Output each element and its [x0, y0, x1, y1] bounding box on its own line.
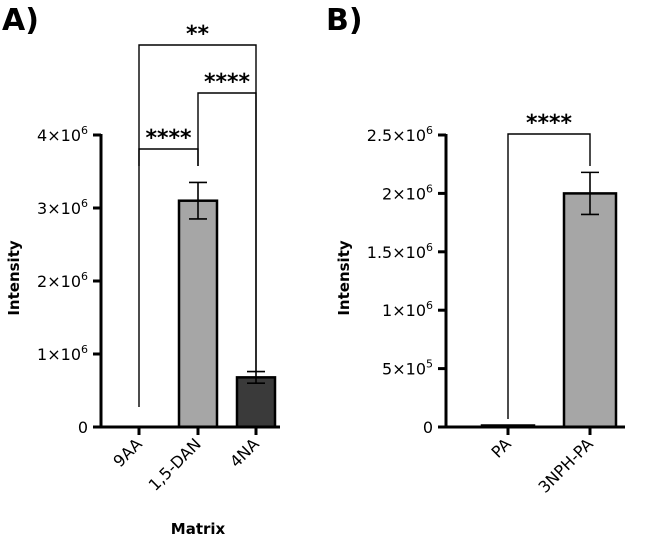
bar-1,5-DAN — [177, 199, 219, 429]
error-bar-1,5-DAN — [189, 181, 207, 220]
bracket-line — [138, 44, 257, 407]
significance-label: **** — [145, 126, 192, 151]
y-tick-label: 0 — [423, 418, 433, 437]
panel-b-y-axis-title: Intensity — [335, 240, 353, 316]
bar-3NPH-PA — [562, 192, 618, 429]
x-tick-label: 3NPH-PA — [534, 434, 596, 496]
y-tick-label: 1.5×106 — [367, 241, 433, 262]
significance-label: **** — [526, 111, 573, 136]
significance-bracket: **** — [507, 111, 591, 419]
significance-label: ** — [186, 22, 210, 47]
y-tick-label: 5×105 — [382, 358, 433, 379]
x-tick-label: 9AA — [109, 434, 145, 470]
x-tick-label: 4NA — [226, 434, 263, 471]
y-tick-label: 1×106 — [37, 343, 88, 364]
x-tick-label: PA — [488, 434, 515, 461]
significance-label: **** — [204, 70, 251, 95]
y-tick-label: 1×106 — [382, 299, 433, 320]
y-tick-label: 0 — [78, 418, 88, 437]
bar-4NA — [235, 376, 277, 429]
significance-bracket: **** — [138, 126, 199, 166]
y-tick-label: 2.5×106 — [367, 124, 433, 145]
y-tick-label: 3×106 — [37, 197, 88, 218]
panel-a-x-axis-title: Matrix — [171, 520, 226, 538]
panel-a-label: A) — [2, 3, 39, 38]
bracket-line — [507, 133, 591, 419]
panel-b-bar-chart: B) Intensity 0 5×105 1×106 1.5×106 2×106 2.5×… — [326, 3, 625, 497]
significance-bracket: ** — [138, 22, 257, 407]
x-tick-label: 1,5-DAN — [145, 434, 205, 494]
panel-b-label: B) — [326, 3, 363, 38]
error-bar-3NPH-PA — [581, 171, 599, 216]
panel-a-bar-chart: A) Intensity Matrix 0 1×106 2×106 3×106 4×10… — [2, 3, 280, 538]
y-tick-label: 4×106 — [37, 124, 88, 145]
y-tick-label: 2×106 — [37, 270, 88, 291]
panel-a-y-axis-title: Intensity — [5, 240, 23, 316]
y-tick-label: 2×106 — [382, 182, 433, 203]
bracket-line — [138, 148, 199, 166]
